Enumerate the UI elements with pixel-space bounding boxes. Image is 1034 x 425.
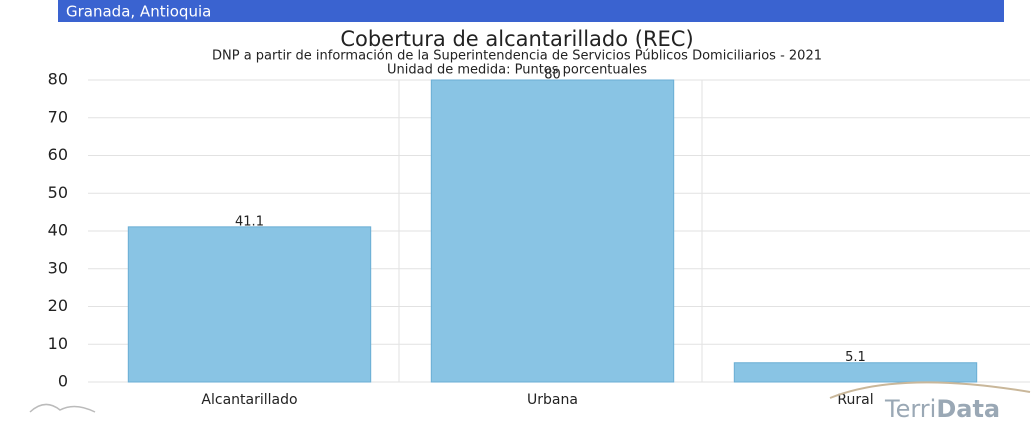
y-tick-label: 10 [48, 334, 68, 353]
x-tick-label: Rural [837, 392, 873, 408]
y-tick-label: 0 [58, 372, 68, 391]
logo: TerriData [884, 395, 1000, 423]
left-logo [29, 403, 96, 413]
value-label: 5.1 [845, 350, 866, 365]
y-tick-label: 20 [48, 296, 68, 315]
y-tick-label: 60 [48, 145, 68, 164]
chart-subtitle: DNP a partir de información de la Superi… [212, 49, 822, 64]
y-tick-label: 30 [48, 258, 68, 277]
y-tick-label: 50 [48, 183, 68, 202]
y-tick-label: 70 [48, 107, 68, 126]
y-tick-label: 40 [48, 221, 68, 240]
value-label: 41.1 [235, 214, 264, 229]
value-label: 80 [544, 68, 561, 83]
logo-swoosh [829, 381, 1031, 399]
x-tick-label: Urbana [527, 392, 578, 408]
bar [127, 226, 372, 383]
logo-prefix: Terri [884, 395, 936, 423]
bar [733, 362, 978, 383]
logo-suffix: Data [936, 395, 1000, 423]
y-tick-label: 80 [48, 70, 68, 89]
bar [430, 79, 675, 383]
unit-label: Unidad de medida: Puntos porcentuales [387, 63, 647, 78]
header-text: Granada, Antioquia [66, 3, 211, 21]
header-bar [58, 0, 1004, 22]
plot: 0 10 20 30 40 50 60 70 80 Alcantarillado 41.1 Urban… [48, 68, 1030, 408]
x-tick-label: Alcantarillado [201, 392, 297, 408]
chart-title: Cobertura de alcantarillado (REC) [340, 27, 693, 51]
